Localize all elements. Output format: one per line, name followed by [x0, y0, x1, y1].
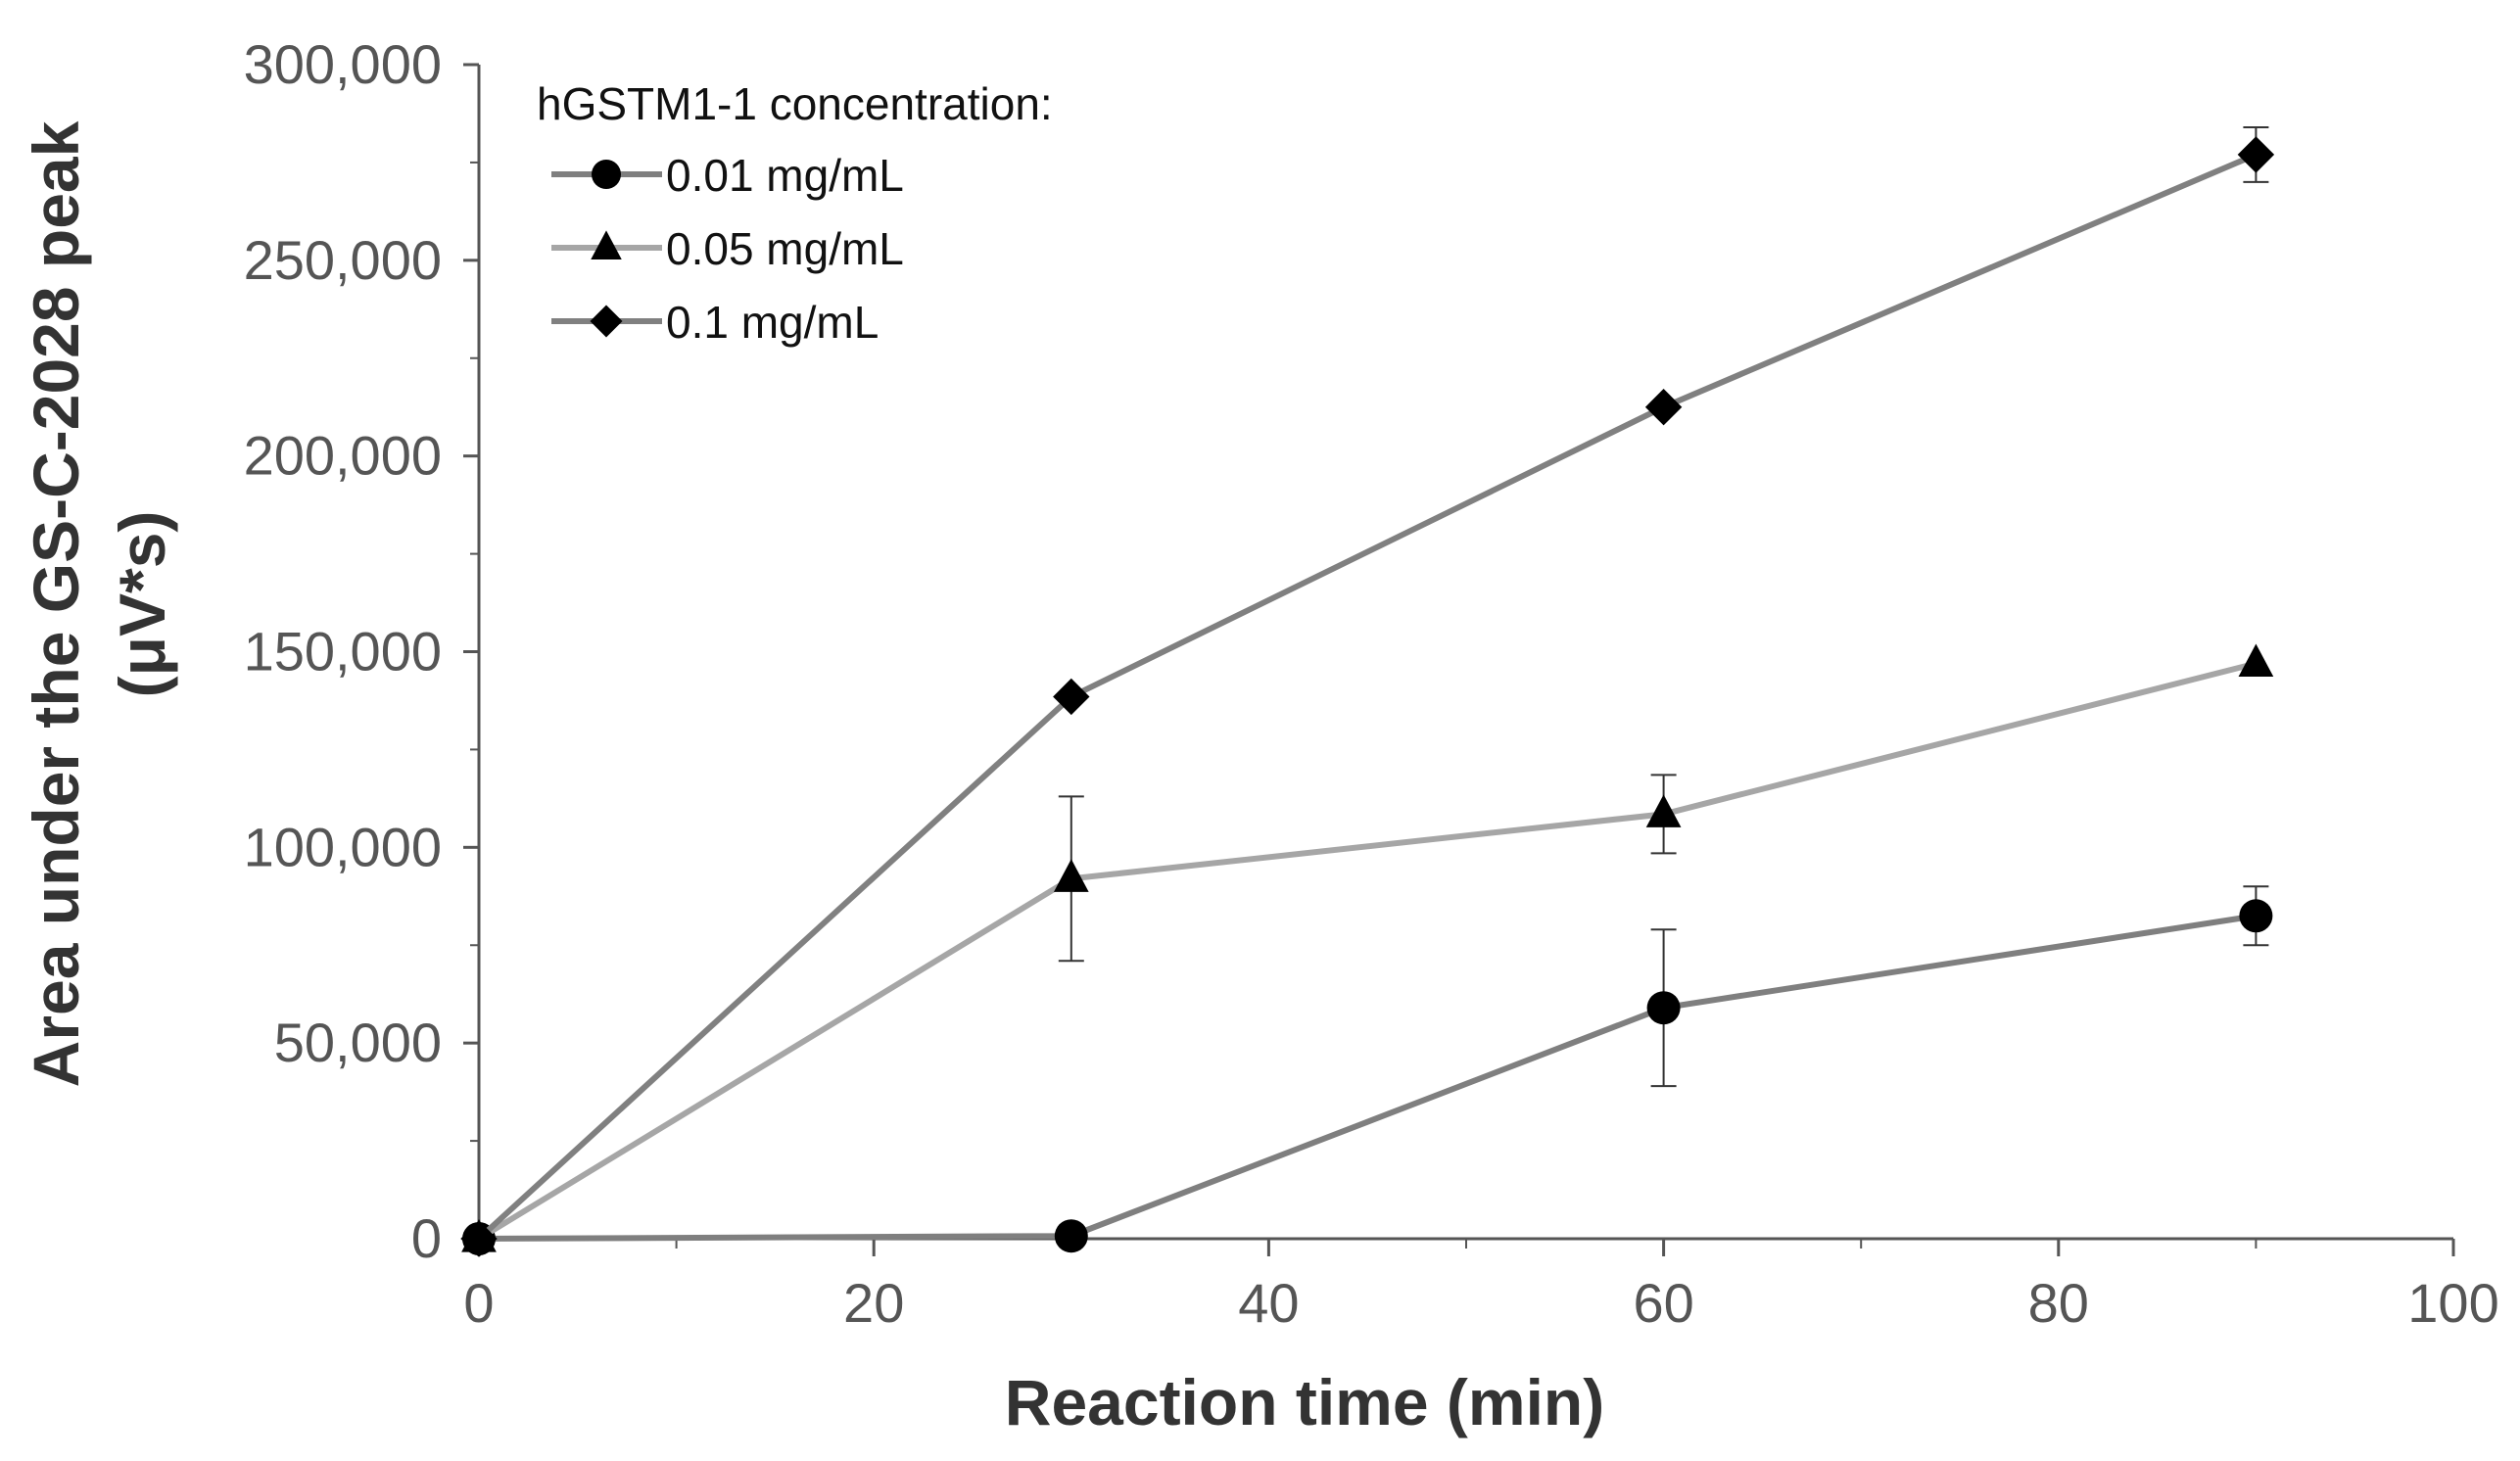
legend-entry: 0.1 mg/mL [551, 297, 879, 348]
y-tick-label: 200,000 [244, 425, 442, 487]
axes: 0 50,000 100,000 150,000 200,000 250,000 300,0… [244, 33, 2499, 1334]
series-0-1-mg-ml [460, 125, 2275, 1257]
data-point [1053, 678, 1090, 716]
legend-entry: 0.01 mg/mL [551, 150, 904, 201]
legend: hGSTM1-1 concentration: 0.01 mg/mL 0.05 m… [537, 78, 1053, 348]
data-point [1645, 794, 1682, 827]
data-point [2237, 136, 2275, 173]
legend-label: 0.05 mg/mL [666, 223, 904, 274]
x-tick-label: 100 [2407, 1272, 2498, 1334]
x-axis-title: Reaction time (min) [1005, 1366, 1604, 1438]
y-tick-label: 300,000 [244, 33, 442, 95]
legend-entry: 0.05 mg/mL [551, 223, 904, 274]
legend-label: 0.01 mg/mL [666, 150, 904, 201]
y-tick-label: 0 [411, 1207, 442, 1269]
y-tick-label: 50,000 [274, 1012, 442, 1073]
data-point [2238, 643, 2274, 678]
data-point [1053, 859, 1089, 892]
x-tick-label: 20 [843, 1272, 904, 1334]
x-tick-label: 80 [2028, 1272, 2089, 1334]
x-tick-label: 40 [1238, 1272, 1299, 1334]
data-point [1646, 991, 1681, 1025]
y-tick-label: 250,000 [244, 229, 442, 291]
legend-title: hGSTM1-1 concentration: [537, 78, 1053, 129]
data-point [1644, 389, 1683, 426]
x-tick-label: 60 [1633, 1272, 1693, 1334]
y-tick-label: 100,000 [244, 816, 442, 877]
legend-marker [590, 305, 623, 338]
series-line [477, 660, 2258, 1242]
data-point [1054, 1219, 1088, 1253]
legend-label: 0.1 mg/mL [666, 297, 879, 348]
y-axis-title-line1: Area under the GS-C-2028 peak [20, 120, 92, 1087]
x-tick-label: 0 [463, 1272, 494, 1334]
y-tick-label: 150,000 [244, 621, 442, 683]
data-point [460, 1220, 498, 1257]
series-line [476, 152, 2258, 1242]
legend-marker [592, 160, 621, 189]
series-layer [460, 125, 2275, 1257]
legend-marker [591, 230, 622, 259]
series-line [478, 913, 2257, 1242]
data-point [2239, 899, 2273, 933]
y-axis-title-line2: (μV*s) [106, 511, 178, 698]
